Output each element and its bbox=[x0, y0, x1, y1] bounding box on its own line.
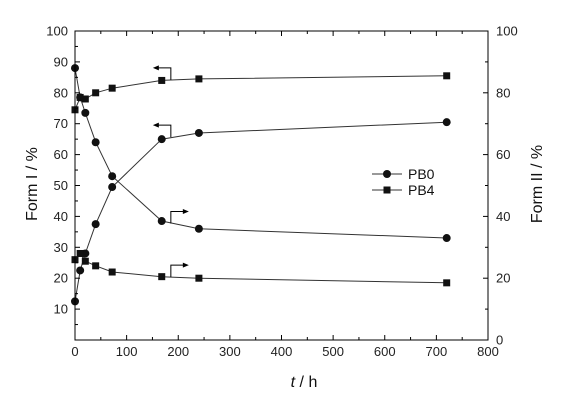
legend-marker-circle bbox=[383, 170, 391, 178]
data-point-circle bbox=[91, 138, 100, 147]
data-point-circle bbox=[442, 118, 451, 127]
left-y-tick-label: 10 bbox=[54, 302, 68, 317]
data-point-square bbox=[195, 274, 203, 282]
data-point-circle bbox=[194, 224, 203, 233]
legend-item-pb4: PB4 bbox=[372, 182, 435, 198]
series-line-pb4-right bbox=[74, 252, 447, 284]
left-y-tick-label: 80 bbox=[54, 85, 68, 100]
right-y-tick-label: 20 bbox=[496, 271, 510, 286]
data-point-square bbox=[76, 249, 84, 257]
x-axis-label: t / h bbox=[291, 374, 318, 391]
left-arrow-icon bbox=[152, 122, 159, 128]
data-point-square bbox=[81, 95, 89, 103]
indicator-bracket-right bbox=[170, 211, 185, 224]
left-y-tick-label: 70 bbox=[54, 116, 68, 131]
data-point-circle bbox=[108, 183, 117, 192]
left-y-tick-label: 40 bbox=[54, 209, 68, 224]
right-arrow-icon bbox=[182, 209, 189, 215]
series-markers bbox=[71, 64, 451, 306]
data-point-circle bbox=[194, 128, 203, 137]
left-y-tick-label: 100 bbox=[46, 24, 68, 39]
data-point-square bbox=[76, 93, 84, 101]
data-point-square bbox=[108, 268, 116, 276]
axis-indicator-arrows bbox=[152, 65, 189, 278]
legend: PB0 PB4 bbox=[372, 166, 435, 198]
data-point-circle bbox=[157, 135, 166, 144]
data-point-square bbox=[81, 257, 89, 265]
right-y-tick-label: 80 bbox=[496, 85, 510, 100]
data-point-square bbox=[443, 279, 451, 287]
x-tick-label: 400 bbox=[271, 344, 293, 359]
indicator-bracket-left bbox=[156, 67, 172, 80]
left-y-tick-label: 90 bbox=[54, 54, 68, 69]
left-y-axis-label: Form I / % bbox=[24, 147, 41, 221]
x-tick-label: 0 bbox=[71, 344, 78, 359]
indicator-bracket-right bbox=[170, 264, 185, 278]
legend-marker-square bbox=[383, 186, 391, 194]
x-tick-label: 800 bbox=[477, 344, 499, 359]
right-y-tick-label: 0 bbox=[496, 333, 503, 348]
data-point-square bbox=[195, 75, 203, 83]
x-tick-label: 300 bbox=[219, 344, 241, 359]
data-point-square bbox=[92, 89, 100, 97]
data-point-square bbox=[108, 84, 116, 92]
series-line-pb4-left bbox=[74, 75, 447, 110]
left-arrow-icon bbox=[152, 65, 159, 71]
series-line-pb0-left bbox=[74, 121, 447, 302]
data-point-circle bbox=[442, 234, 451, 243]
x-axis-ticks: 0 100 200 300 400 500 600 700 800 bbox=[71, 31, 499, 359]
legend-label-pb0: PB0 bbox=[408, 166, 435, 182]
data-point-square bbox=[158, 273, 166, 281]
right-y-tick-label: 60 bbox=[496, 147, 510, 162]
data-point-circle bbox=[108, 172, 117, 181]
data-point-square bbox=[158, 76, 166, 84]
x-tick-label: 200 bbox=[167, 344, 189, 359]
data-point-circle bbox=[81, 108, 90, 117]
left-y-tick-label: 30 bbox=[54, 240, 68, 255]
left-y-tick-label: 50 bbox=[54, 178, 68, 193]
legend-item-pb0: PB0 bbox=[372, 166, 435, 182]
left-y-tick-label: 20 bbox=[54, 271, 68, 286]
x-tick-label: 500 bbox=[322, 344, 344, 359]
data-point-square bbox=[92, 262, 100, 270]
series-lines bbox=[74, 68, 447, 302]
data-point-circle bbox=[157, 217, 166, 226]
left-y-tick-label: 60 bbox=[54, 147, 68, 162]
x-tick-label: 600 bbox=[374, 344, 396, 359]
series-line-pb0-right bbox=[74, 68, 447, 239]
right-y-axis-label: Form II / % bbox=[529, 145, 546, 223]
data-point-square bbox=[443, 72, 451, 80]
legend-label-pb4: PB4 bbox=[408, 182, 435, 198]
left-y-axis-ticks: 10 20 30 40 50 60 70 80 90 100 bbox=[46, 24, 80, 326]
right-arrow-icon bbox=[182, 262, 189, 268]
right-y-tick-label: 40 bbox=[496, 209, 510, 224]
indicator-bracket-left bbox=[156, 124, 172, 138]
x-tick-label: 100 bbox=[116, 344, 138, 359]
data-point-circle bbox=[76, 266, 85, 275]
right-y-axis-ticks: 0 20 40 60 80 100 bbox=[483, 24, 518, 348]
data-point-circle bbox=[91, 220, 100, 229]
right-y-tick-label: 100 bbox=[496, 24, 518, 39]
x-tick-label: 700 bbox=[426, 344, 448, 359]
